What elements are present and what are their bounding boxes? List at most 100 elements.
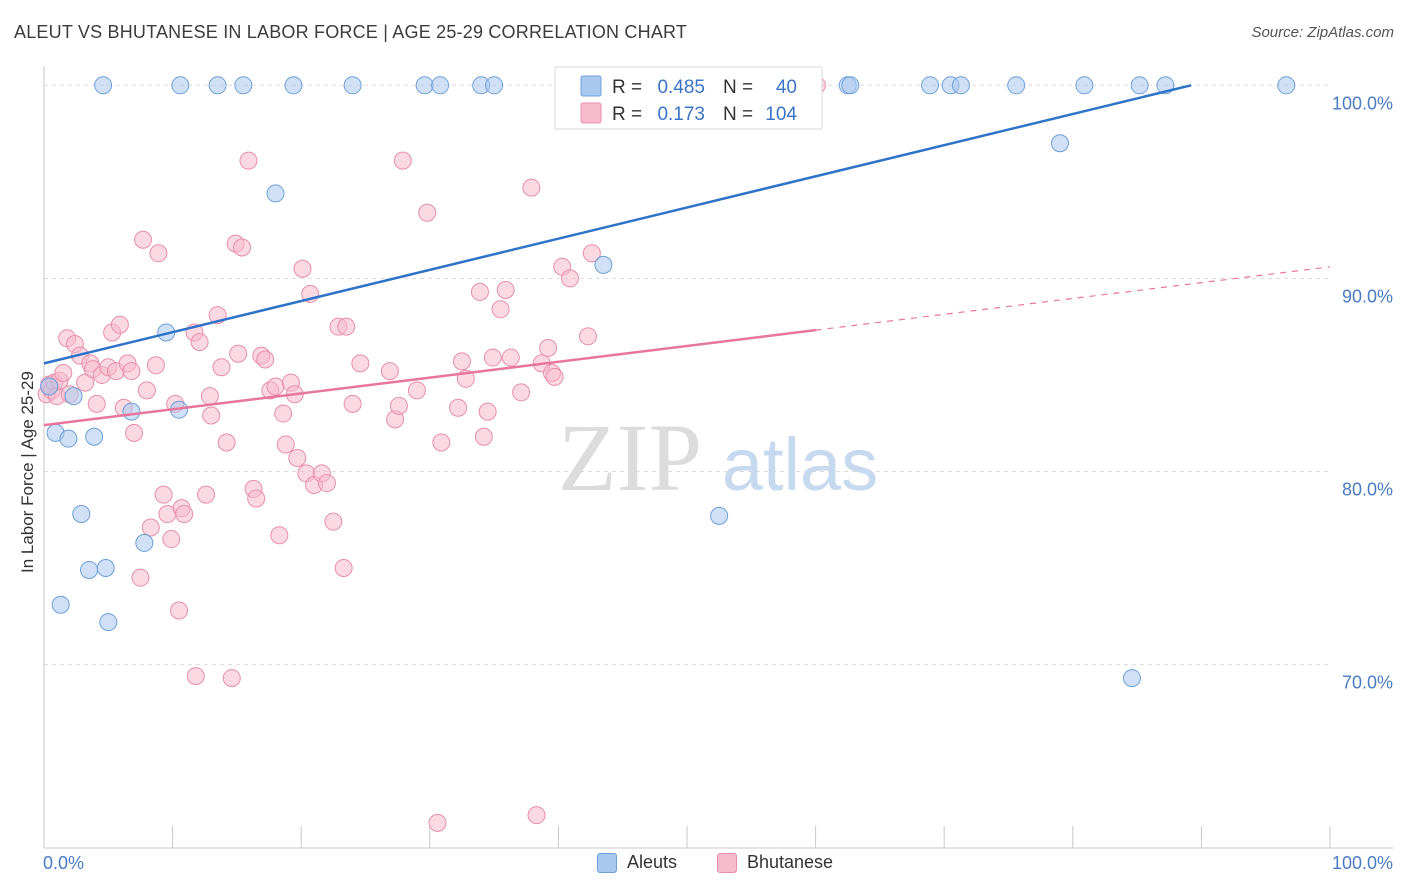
bhutanese-point xyxy=(527,806,546,825)
bhutanese-point xyxy=(256,350,275,369)
bhutanese-point xyxy=(545,367,564,386)
bhutanese-trend-line xyxy=(43,328,816,427)
bhutanese-point xyxy=(222,669,241,688)
bhutanese-point xyxy=(334,559,353,578)
bhutanese-point xyxy=(54,364,73,383)
bhutanese-point xyxy=(170,601,189,620)
bhutanese-point xyxy=(582,244,601,263)
bhutanese-point xyxy=(266,377,285,396)
legend-item-aleuts[interactable]: Aleuts xyxy=(597,852,677,873)
legend-r-value-aleuts: 0.485 xyxy=(657,77,705,98)
legend-swatch-bhutanese xyxy=(580,102,602,124)
legend-label-bhutanese: Bhutanese xyxy=(747,852,834,872)
aleuts-point xyxy=(135,533,154,552)
aleuts-point xyxy=(94,76,113,95)
aleuts-point xyxy=(951,76,970,95)
bhutanese-point xyxy=(478,402,497,421)
watermark-atlas: atlas xyxy=(722,423,878,506)
bhutanese-point xyxy=(131,568,150,587)
chart-title: ALEUT VS BHUTANESE IN LABOR FORCE | AGE … xyxy=(14,22,688,42)
y-axis-label-wrap: In Labor Force | Age 25-29 xyxy=(18,371,38,573)
bhutanese-point xyxy=(432,433,451,452)
bhutanese-point xyxy=(110,315,129,334)
stats-legend: R = 0.485 N = 40 R = 0.173 N = 104 xyxy=(554,66,823,130)
y-tick-label: 90.0% xyxy=(1342,286,1393,306)
aleuts-point xyxy=(710,506,729,525)
bhutanese-point xyxy=(288,448,307,467)
bhutanese-point xyxy=(212,358,231,377)
bhutanese-point xyxy=(190,333,209,352)
aleuts-point xyxy=(415,76,434,95)
aleuts-point xyxy=(171,76,190,95)
source-label: Source: ZipAtlas.com xyxy=(1251,24,1394,41)
aleuts-point xyxy=(1075,76,1094,95)
bhutanese-point xyxy=(474,427,493,446)
bhutanese-point xyxy=(274,404,293,423)
bhutanese-point xyxy=(428,813,447,832)
bhutanese-point xyxy=(522,178,541,197)
aleuts-trend-line xyxy=(43,84,1192,365)
bhutanese-point xyxy=(122,362,141,381)
bhutanese-point xyxy=(449,398,468,417)
aleuts-point xyxy=(64,387,83,406)
legend-n-value-aleuts: 40 xyxy=(776,77,797,98)
bhutanese-point xyxy=(407,381,426,400)
bhutanese-point xyxy=(270,526,289,545)
aleuts-point xyxy=(96,559,115,578)
legend-item-bhutanese[interactable]: Bhutanese xyxy=(717,852,833,873)
bhutanese-point xyxy=(87,394,106,413)
bhutanese-point xyxy=(578,327,597,346)
series-legend: Aleuts Bhutanese xyxy=(0,850,1406,880)
bhutanese-point xyxy=(247,489,266,508)
bhutanese-point xyxy=(496,280,515,299)
x-tick-label-min: 0.0% xyxy=(43,853,84,873)
legend-swatch-aleuts xyxy=(580,75,602,97)
legend-n-label-aleuts: N = xyxy=(723,77,753,98)
legend-r-label-bhutanese: R = xyxy=(612,104,642,125)
aleuts-point xyxy=(122,402,141,421)
aleuts-point xyxy=(1050,134,1069,153)
watermark: ZIP atlas xyxy=(558,404,878,511)
watermark-zip: ZIP xyxy=(558,404,702,511)
bhutanese-point xyxy=(452,352,471,371)
y-tick-label: 100.0% xyxy=(1332,93,1393,113)
bhutanese-point xyxy=(324,512,343,531)
y-axis-label: In Labor Force | Age 25-29 xyxy=(18,371,37,573)
bhutanese-point xyxy=(217,433,236,452)
bhutanese-point xyxy=(134,230,153,249)
aleuts-point xyxy=(284,76,303,95)
bhutanese-point xyxy=(233,238,252,257)
aleuts-point xyxy=(51,595,70,614)
bhutanese-point xyxy=(539,338,558,357)
aleuts-point xyxy=(59,429,78,448)
legend-swatch-bhutanese-bottom xyxy=(717,852,737,873)
bhutanese-point xyxy=(76,373,95,392)
bhutanese-point xyxy=(351,354,370,373)
grid-lines xyxy=(44,84,1330,666)
aleuts-point xyxy=(1122,669,1141,688)
bhutanese-point xyxy=(197,485,216,504)
aleuts-point xyxy=(921,76,940,95)
bhutanese-point xyxy=(380,362,399,381)
aleuts-point xyxy=(266,184,285,203)
bhutanese-point xyxy=(483,348,502,367)
bhutanese-point xyxy=(393,151,412,170)
aleuts-point xyxy=(594,255,613,274)
bhutanese-point xyxy=(343,394,362,413)
legend-r-value-bhutanese: 0.173 xyxy=(657,104,705,125)
bhutanese-point xyxy=(389,396,408,415)
legend-r-label-aleuts: R = xyxy=(612,77,642,98)
bhutanese-point xyxy=(501,348,520,367)
bhutanese-point xyxy=(175,504,194,523)
legend-n-value-bhutanese: 104 xyxy=(765,104,797,125)
legend-n-label-bhutanese: N = xyxy=(723,104,753,125)
series-bhutanese-points xyxy=(37,76,826,832)
x-tick-labels: 0.0% 100.0% xyxy=(43,853,1393,873)
aleuts-point xyxy=(85,427,104,446)
bhutanese-point xyxy=(470,282,489,301)
x-tick-label-max: 100.0% xyxy=(1332,853,1393,873)
aleuts-point xyxy=(234,76,253,95)
aleuts-point xyxy=(208,76,227,95)
bhutanese-point xyxy=(125,423,144,442)
bhutanese-point xyxy=(154,485,173,504)
